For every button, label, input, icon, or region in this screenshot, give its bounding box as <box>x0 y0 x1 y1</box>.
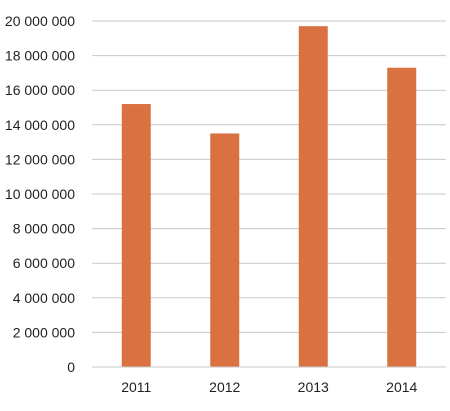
y-tick-label: 8 000 000 <box>13 221 75 237</box>
x-tick-label: 2012 <box>209 379 240 395</box>
x-tick-label: 2013 <box>298 379 329 395</box>
y-tick-label: 10 000 000 <box>5 186 75 202</box>
x-tick-label: 2014 <box>386 379 417 395</box>
y-tick-label: 18 000 000 <box>5 48 75 64</box>
bar-2011 <box>121 104 151 367</box>
y-tick-label: 12 000 000 <box>5 151 75 167</box>
y-tick-label: 16 000 000 <box>5 82 75 98</box>
y-tick-label: 6 000 000 <box>13 255 75 271</box>
y-tick-label: 14 000 000 <box>5 117 75 133</box>
bar-2013 <box>298 26 328 367</box>
gridlines <box>92 20 446 333</box>
y-tick-label: 2 000 000 <box>13 324 75 340</box>
y-tick-label: 4 000 000 <box>13 290 75 306</box>
y-axis-tick-labels: 0 2 000 000 4 000 000 6 000 000 8 000 000 10 … <box>5 13 75 375</box>
bar-2012 <box>210 133 240 367</box>
y-tick-label: 20 000 000 <box>5 13 75 29</box>
x-axis-tick-labels: 2011 2012 2013 2014 <box>121 379 417 395</box>
bars <box>121 26 417 368</box>
y-tick-label: 0 <box>67 359 75 375</box>
bar-2014 <box>387 67 417 368</box>
x-tick-label: 2011 <box>121 379 151 395</box>
